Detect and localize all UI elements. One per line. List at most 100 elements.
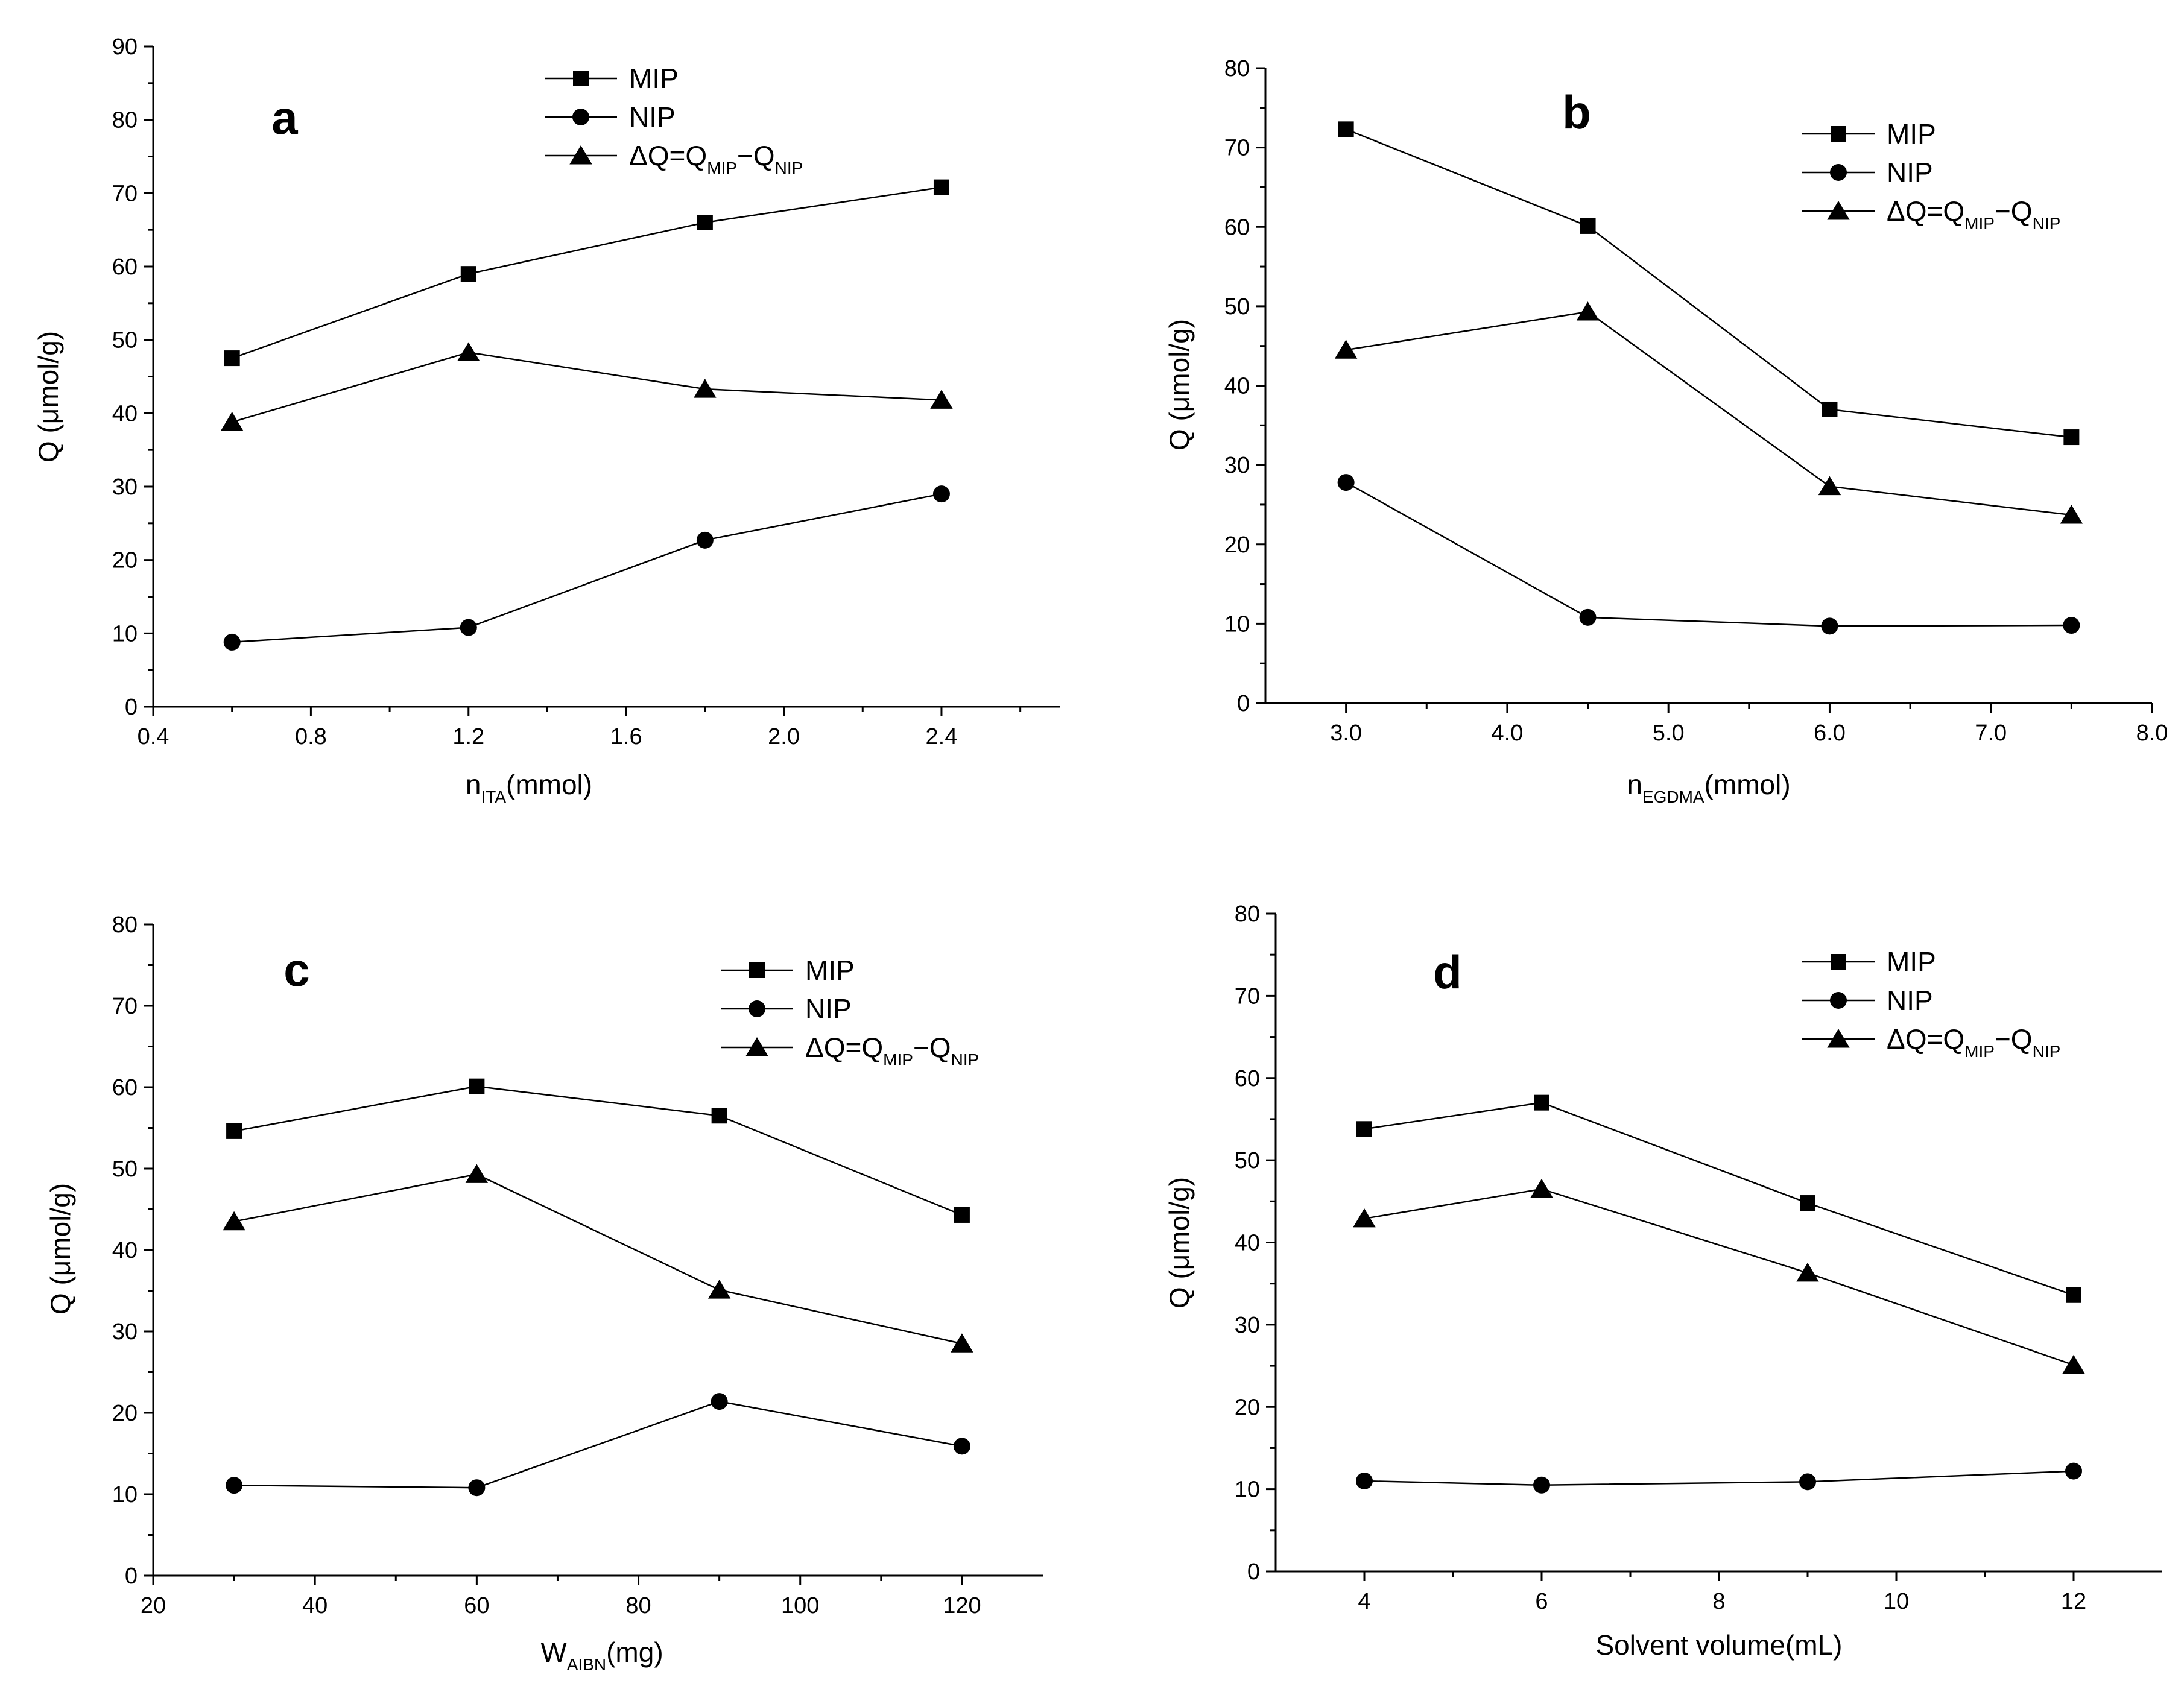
x-tick-label: 0.4: [138, 724, 169, 750]
data-point-square: [224, 350, 240, 367]
data-point-triangle: [951, 1333, 973, 1353]
series-line-square: [232, 186, 942, 359]
x-axis-title-unit: (mmol): [506, 769, 592, 800]
x-tick-label: 120: [943, 1593, 981, 1618]
data-point-triangle: [930, 390, 953, 409]
legend-subscript: NIP: [775, 159, 803, 177]
data-point-square: [1534, 1094, 1549, 1111]
x-tick-label: 8: [1712, 1589, 1725, 1614]
x-tick-label: 60: [464, 1593, 489, 1618]
data-point-triangle: [1796, 1262, 1819, 1282]
data-point-triangle: [1576, 301, 1600, 321]
legend-label: ΔQ=QMIP−QNIP: [1887, 195, 2060, 233]
data-point-square: [1800, 1195, 1815, 1211]
y-tick-label: 90: [112, 34, 138, 60]
y-tick-label: 30: [1224, 453, 1250, 478]
legend-label-main: MIP: [1887, 946, 1936, 977]
y-tick-label: 10: [112, 621, 138, 646]
panel-letter: c: [283, 943, 309, 996]
data-point-triangle: [1353, 1208, 1376, 1228]
legend-label: NIP: [629, 101, 676, 133]
legend-label: NIP: [1887, 157, 1933, 188]
legend-label: ΔQ=QMIP−QNIP: [629, 140, 803, 177]
series-line-circle: [234, 1400, 963, 1489]
data-point-circle: [1356, 1472, 1373, 1489]
legend-marker-square: [1831, 126, 1846, 142]
data-point-triangle: [1530, 1178, 1553, 1198]
legend-label-main: MIP: [629, 63, 679, 94]
x-axis-title-unit: (mg): [606, 1637, 663, 1668]
legend-subscript: NIP: [2033, 1042, 2061, 1061]
series-line-circle: [1364, 1470, 2074, 1486]
data-point-circle: [1799, 1473, 1816, 1491]
y-tick-label: 20: [1235, 1395, 1260, 1420]
data-point-triangle: [2062, 1354, 2085, 1374]
x-tick-label: 4.0: [1491, 721, 1523, 746]
y-tick-label: 30: [112, 475, 138, 500]
y-axis-title: Q (μmol/g): [1163, 1177, 1195, 1308]
legend-marker-square: [1831, 954, 1846, 970]
legend-label-main: MIP: [1887, 118, 1936, 150]
data-point-square: [711, 1108, 727, 1124]
data-point-circle: [953, 1438, 970, 1455]
series-line-square: [1346, 128, 2072, 438]
y-axis-title: Q (μmol/g): [1163, 319, 1195, 450]
y-tick-label: 50: [1224, 294, 1250, 320]
legend-label: MIP: [629, 63, 679, 94]
legend-label: MIP: [805, 955, 855, 986]
panel-letter: a: [271, 91, 298, 144]
legend-marker-circle: [572, 109, 589, 125]
data-point-square: [469, 1078, 485, 1094]
data-point-square: [1338, 121, 1354, 137]
x-tick-label: 12: [2061, 1589, 2086, 1614]
series-line-circle: [232, 493, 942, 643]
legend-subscript: MIP: [707, 159, 737, 177]
x-tick-label: 20: [141, 1593, 166, 1618]
y-tick-label: 80: [1224, 56, 1250, 81]
x-axis-title-main: W: [540, 1637, 567, 1668]
data-point-circle: [460, 619, 477, 636]
data-point-square: [697, 215, 713, 230]
data-point-square: [2063, 429, 2080, 446]
data-point-circle: [1337, 474, 1355, 491]
y-tick-label: 50: [1235, 1148, 1260, 1173]
y-tick-label: 40: [112, 401, 138, 426]
data-point-square: [1822, 401, 1838, 417]
y-tick-label: 60: [1235, 1066, 1260, 1091]
legend-label: ΔQ=QMIP−QNIP: [1887, 1023, 2060, 1061]
x-tick-label: 100: [781, 1593, 819, 1618]
legend-label: NIP: [805, 993, 852, 1024]
y-tick-label: 70: [1224, 136, 1250, 161]
series-line-triangle: [1346, 311, 2072, 516]
y-tick-label: 40: [1235, 1231, 1260, 1256]
data-point-triangle: [2060, 505, 2083, 524]
x-axis-title: nITA(mmol): [466, 769, 592, 806]
x-axis-title: WAIBN(mg): [540, 1637, 663, 1674]
y-tick-label: 0: [1247, 1559, 1260, 1585]
data-point-circle: [711, 1393, 728, 1410]
x-axis-title-main: n: [466, 769, 481, 800]
legend-marker-triangle: [569, 145, 592, 165]
legend-marker-circle: [749, 1000, 765, 1017]
x-tick-label: 2.0: [768, 724, 800, 750]
y-tick-label: 10: [112, 1482, 138, 1507]
data-point-circle: [468, 1479, 486, 1497]
legend-label-main: NIP: [805, 993, 852, 1024]
y-tick-label: 10: [1235, 1477, 1260, 1503]
legend-label-main: ΔQ=Q: [1887, 195, 1964, 227]
series-line-square: [1364, 1102, 2074, 1296]
y-axis-title: Q (μmol/g): [45, 1183, 76, 1315]
data-point-triangle: [1334, 339, 1358, 359]
legend-label-mid: −Q: [1995, 1023, 2033, 1055]
x-tick-label: 5.0: [1653, 721, 1685, 746]
x-tick-label: 40: [302, 1593, 328, 1618]
x-tick-label: 10: [1884, 1589, 1909, 1614]
legend-label-main: ΔQ=Q: [805, 1032, 883, 1063]
y-tick-label: 20: [112, 1401, 138, 1426]
legend-marker-square: [573, 71, 589, 86]
data-point-circle: [1533, 1476, 1550, 1494]
legend-label-main: MIP: [805, 955, 855, 986]
chart-panel-b: 0 10 20 30 40 50 60 70 80 3.0 4.0 5.0 6.0 7.0 8.0 Q (μm…: [1163, 56, 2168, 806]
